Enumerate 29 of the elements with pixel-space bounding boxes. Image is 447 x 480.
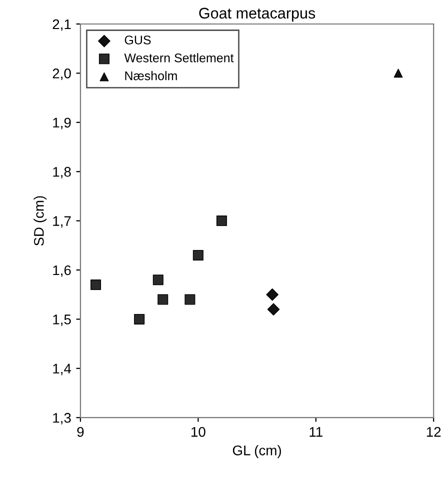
point (394, 68, 403, 78)
point (192, 250, 204, 260)
x-axis-title: GL (cm) (232, 445, 281, 458)
x-tick-label: 10 (192, 426, 206, 437)
y-tick-label: 1,7 (53, 216, 71, 228)
point (184, 294, 196, 305)
point (90, 280, 102, 290)
y-axis-title: SD (cm) (34, 196, 47, 246)
point (216, 216, 227, 226)
x-tick-label: 12 (426, 426, 441, 437)
point (134, 314, 145, 324)
legend-label: Næsholm (125, 71, 177, 80)
y-tick-label: 1,8 (53, 166, 71, 178)
y-tick-label: 1,9 (53, 118, 71, 130)
point (267, 303, 280, 316)
y-tick-label: 2,0 (52, 68, 71, 80)
x-tick-label: 11 (310, 427, 322, 437)
legend-label: GUS (124, 36, 151, 44)
point (266, 288, 278, 301)
y-tick-label: 2,1 (52, 19, 71, 31)
chart-title: Goat metacarpus (199, 8, 316, 22)
y-tick-label: 1,4 (53, 364, 72, 376)
y-tick-label: 1,5 (53, 314, 71, 326)
y-tick-label: 1,3 (53, 412, 71, 424)
point (152, 274, 164, 286)
legend-label: Western Settlement (124, 53, 234, 62)
x-tick-label: 9 (77, 426, 84, 437)
y-tick-label: 1,6 (53, 265, 71, 277)
point (158, 294, 168, 305)
